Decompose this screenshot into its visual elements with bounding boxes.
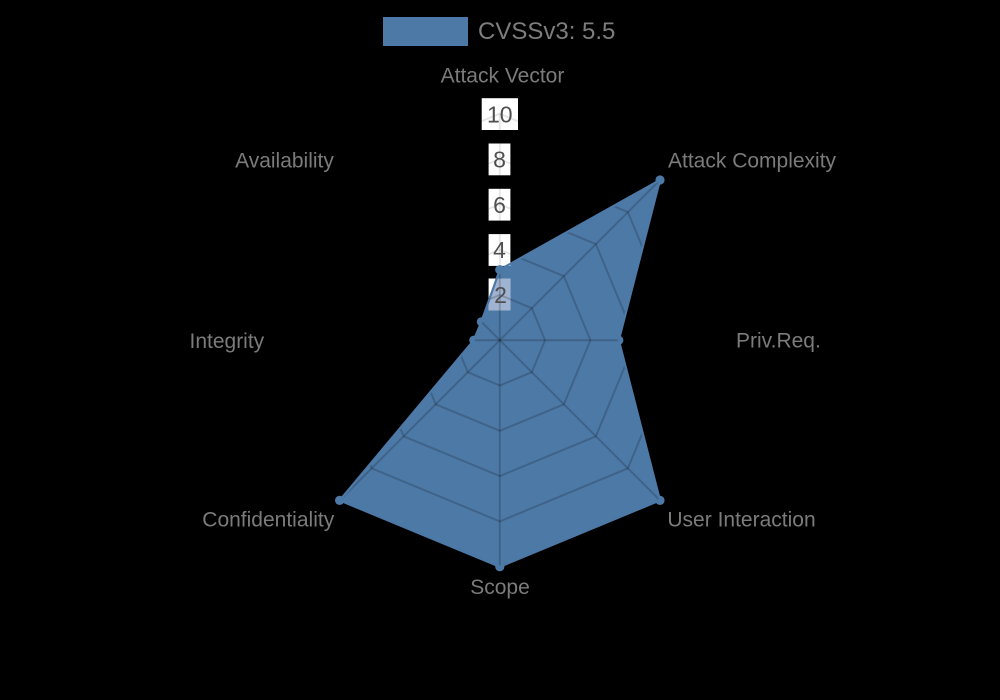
- svg-text:8: 8: [493, 147, 506, 173]
- svg-text:Attack Complexity: Attack Complexity: [668, 150, 837, 173]
- svg-text:Availability: Availability: [235, 150, 334, 173]
- svg-text:6: 6: [493, 192, 506, 218]
- svg-text:Attack Vector: Attack Vector: [441, 65, 565, 88]
- svg-text:User Interaction: User Interaction: [667, 509, 815, 532]
- svg-text:Priv.Req.: Priv.Req.: [736, 330, 821, 353]
- svg-text:4: 4: [493, 237, 506, 263]
- svg-text:Integrity: Integrity: [189, 330, 264, 353]
- svg-text:2: 2: [494, 282, 507, 308]
- svg-text:Confidentiality: Confidentiality: [202, 509, 334, 532]
- svg-text:Scope: Scope: [470, 576, 530, 599]
- svg-text:CVSSv3: 5.5: CVSSv3: 5.5: [478, 18, 615, 45]
- svg-text:10: 10: [487, 101, 513, 127]
